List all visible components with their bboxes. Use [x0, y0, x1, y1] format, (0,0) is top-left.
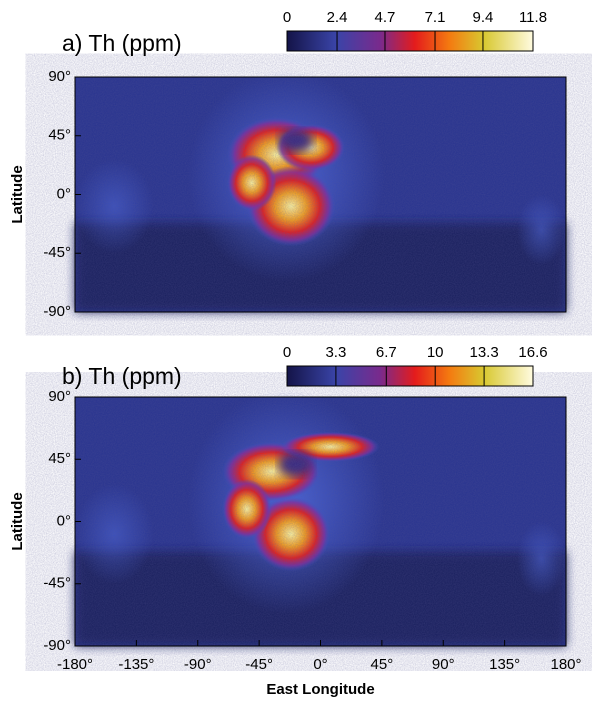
- x-tick-label: 90°: [432, 656, 455, 673]
- colorbar-tick-label: 11.8: [519, 9, 547, 26]
- y-axis-label: Latitude: [9, 492, 26, 550]
- y-tick-label: -45°: [43, 244, 71, 261]
- y-tick-label: -45°: [43, 575, 71, 592]
- colorbar-tick-label: 0: [283, 344, 291, 361]
- y-tick-label: -90°: [43, 303, 71, 320]
- colorbar-tick-label: 16.6: [518, 344, 547, 361]
- colorbar-tick-label: 6.7: [376, 344, 397, 361]
- x-tick-label: -180°: [57, 656, 93, 673]
- colorbar-tick-label: 3.3: [325, 344, 346, 361]
- colorbar-tick-label: 9.4: [473, 9, 494, 26]
- map-panel: [74, 69, 567, 313]
- x-tick-label: -45°: [245, 656, 273, 673]
- x-tick-label: 135°: [489, 656, 520, 673]
- x-tick-label: 45°: [371, 656, 394, 673]
- x-tick-label: -135°: [118, 656, 154, 673]
- panel-title: b) Th (ppm): [62, 363, 182, 389]
- y-tick-label: 0°: [57, 185, 71, 202]
- colorbar-tick-label: 4.7: [375, 9, 396, 26]
- panel-title: a) Th (ppm): [62, 30, 182, 56]
- x-axis-label: East Longitude: [266, 681, 374, 698]
- map-noise: [75, 77, 566, 312]
- colorbar-tick-label: 2.4: [327, 9, 348, 26]
- y-tick-label: 45°: [48, 127, 71, 144]
- colorbar-tick-label: 0: [283, 9, 291, 26]
- y-tick-label: -90°: [43, 637, 71, 654]
- x-tick-label: 0°: [313, 656, 327, 673]
- y-axis-label: Latitude: [9, 165, 26, 223]
- colorbar: [286, 30, 534, 52]
- colorbar-tick-label: 7.1: [425, 9, 446, 26]
- map-noise: [75, 397, 566, 646]
- y-tick-label: 45°: [48, 450, 71, 467]
- x-tick-label: 180°: [550, 656, 581, 673]
- colorbar: [286, 365, 534, 387]
- y-tick-label: 90°: [48, 68, 71, 85]
- y-tick-label: 90°: [48, 388, 71, 405]
- y-tick-label: 0°: [57, 512, 71, 529]
- colorbar-tick-label: 10: [427, 344, 444, 361]
- x-tick-label: -90°: [184, 656, 212, 673]
- map-panel: [74, 389, 567, 647]
- colorbar-tick-label: 13.3: [469, 344, 498, 361]
